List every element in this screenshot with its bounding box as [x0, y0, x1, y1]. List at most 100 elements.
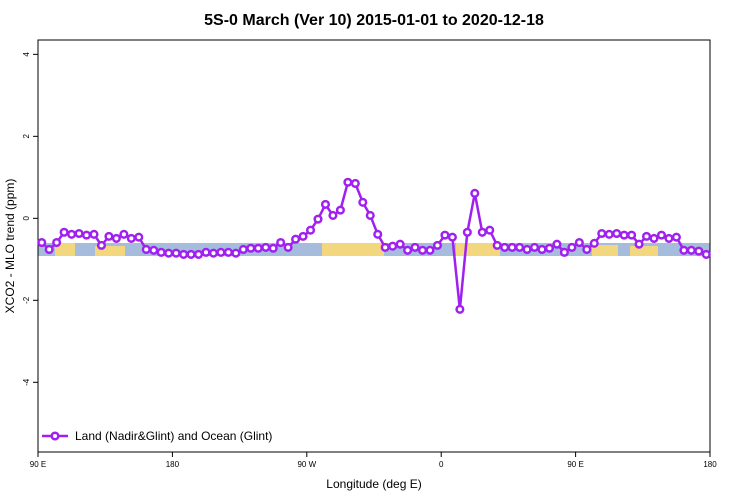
data-point: [455, 304, 465, 314]
data-point: [149, 245, 159, 255]
data-point: [641, 231, 652, 241]
data-point: [522, 244, 532, 255]
data-point: [485, 225, 495, 235]
data-point: [507, 242, 517, 252]
data-point: [694, 246, 704, 256]
data-point: [261, 242, 271, 252]
x-tick-label: 90 W: [297, 460, 316, 469]
data-point: [403, 245, 413, 255]
data-point: [141, 244, 151, 255]
data-point: [96, 240, 107, 250]
y-tick-label: 2: [22, 134, 31, 139]
data-point: [656, 230, 667, 240]
y-tick-label: -4: [22, 378, 31, 386]
data-point: [104, 231, 114, 241]
land-band: [592, 245, 618, 256]
data-point: [59, 227, 69, 237]
x-tick-label: 180: [703, 460, 717, 469]
data-point: [597, 228, 607, 239]
data-point: [462, 227, 472, 237]
data-point: [335, 205, 345, 215]
data-point: [567, 242, 577, 252]
data-point: [238, 244, 248, 255]
data-point: [440, 230, 450, 240]
data-point: [201, 247, 211, 257]
plot-frame: [37, 39, 711, 453]
x-axis-label: Longitude (deg E): [326, 477, 421, 491]
data-point: [171, 248, 181, 258]
data-point: [313, 214, 323, 224]
data-point: [417, 245, 428, 255]
y-axis-label: XCO2 - MLO trend (ppm): [3, 179, 17, 314]
data-point: [216, 247, 226, 257]
legend-marker: [50, 431, 60, 441]
data-point: [492, 240, 502, 250]
data-point: [305, 225, 316, 235]
data-point: [283, 242, 293, 252]
data-point: [74, 228, 84, 239]
data-point: [156, 247, 166, 257]
data-point: [231, 248, 241, 258]
data-point: [268, 243, 278, 253]
data-point: [671, 232, 681, 242]
data-point: [388, 241, 398, 251]
data-point: [634, 239, 644, 249]
data-point: [67, 229, 77, 239]
data-point: [37, 237, 47, 248]
data-point: [432, 240, 443, 250]
data-point: [81, 230, 92, 240]
data-point: [126, 233, 136, 243]
data-point: [604, 229, 614, 239]
data-point: [52, 237, 62, 248]
data-point: [574, 237, 584, 248]
data-point: [529, 242, 540, 252]
land-band: [55, 243, 75, 256]
legend-label: Land (Nadir&Glint) and Ocean (Glint): [75, 429, 272, 443]
data-point: [119, 229, 129, 239]
data-point: [686, 245, 696, 255]
data-point: [395, 239, 405, 249]
data-point: [425, 245, 435, 255]
data-point: [44, 244, 54, 255]
data-point: [208, 248, 219, 258]
x-tick-label: 180: [166, 460, 180, 469]
data-point: [447, 232, 457, 242]
y-tick-label: 4: [22, 52, 31, 57]
chart-title: 5S-0 March (Ver 10) 2015-01-01 to 2020-1…: [204, 12, 544, 29]
data-point: [320, 199, 331, 209]
data-point: [627, 230, 637, 240]
data-point: [649, 233, 659, 243]
data-point: [298, 231, 308, 241]
data-point: [582, 244, 592, 255]
y-tick-label: -2: [22, 296, 31, 304]
data-point: [193, 249, 204, 259]
legend-item: Land (Nadir&Glint) and Ocean (Glint): [42, 429, 272, 443]
data-point: [89, 229, 99, 239]
data-point: [111, 233, 121, 243]
x-tick-label: 90 E: [30, 460, 46, 469]
data-point: [619, 230, 629, 240]
data-point: [544, 243, 555, 253]
data-point: [380, 242, 390, 252]
data-point: [246, 243, 256, 253]
data-point: [164, 248, 174, 258]
map-strip: [38, 243, 710, 256]
data-point: [373, 229, 383, 239]
data-point: [223, 247, 233, 257]
data-point: [358, 197, 368, 207]
land-band: [630, 246, 658, 256]
data-point: [537, 244, 547, 255]
y-tick-label: 0: [22, 216, 31, 221]
land-band: [322, 243, 384, 256]
data-point: [612, 228, 622, 239]
data-point: [477, 227, 487, 237]
data-point: [470, 188, 480, 198]
data-point: [365, 210, 375, 221]
data-point: [552, 239, 562, 249]
data-point: [515, 242, 525, 252]
data-point: [410, 242, 420, 252]
x-tick-label: 0: [439, 460, 444, 469]
data-point: [253, 243, 263, 253]
data-point: [291, 234, 301, 244]
data-point: [701, 249, 711, 259]
